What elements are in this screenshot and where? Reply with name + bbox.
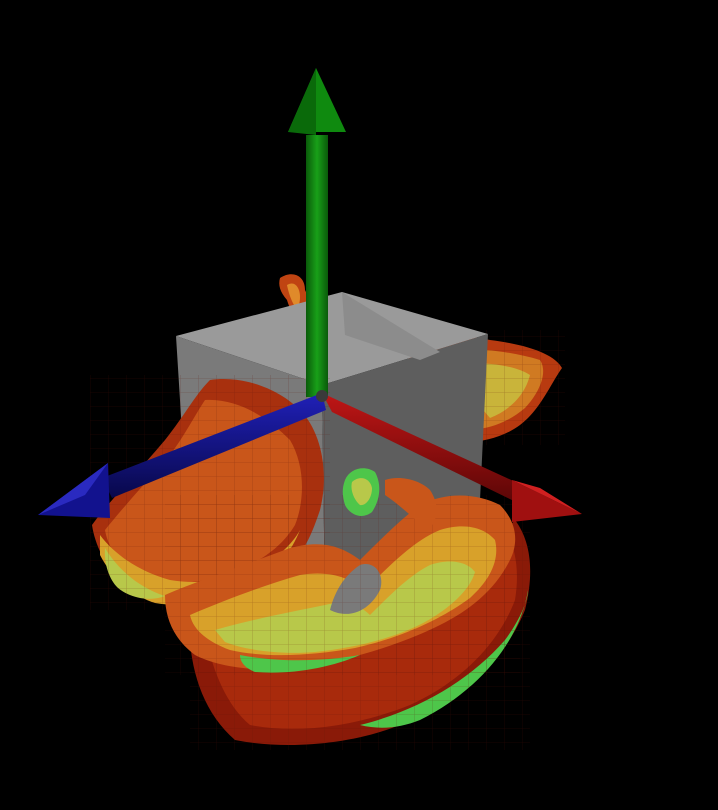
z-axis-arrow <box>38 393 326 518</box>
x-axis-arrow <box>322 393 582 522</box>
mesh-cube-cutout <box>342 468 437 530</box>
mesh-middle-band <box>165 495 520 675</box>
axis-origin <box>316 390 328 402</box>
y-axis-arrow <box>288 68 346 397</box>
